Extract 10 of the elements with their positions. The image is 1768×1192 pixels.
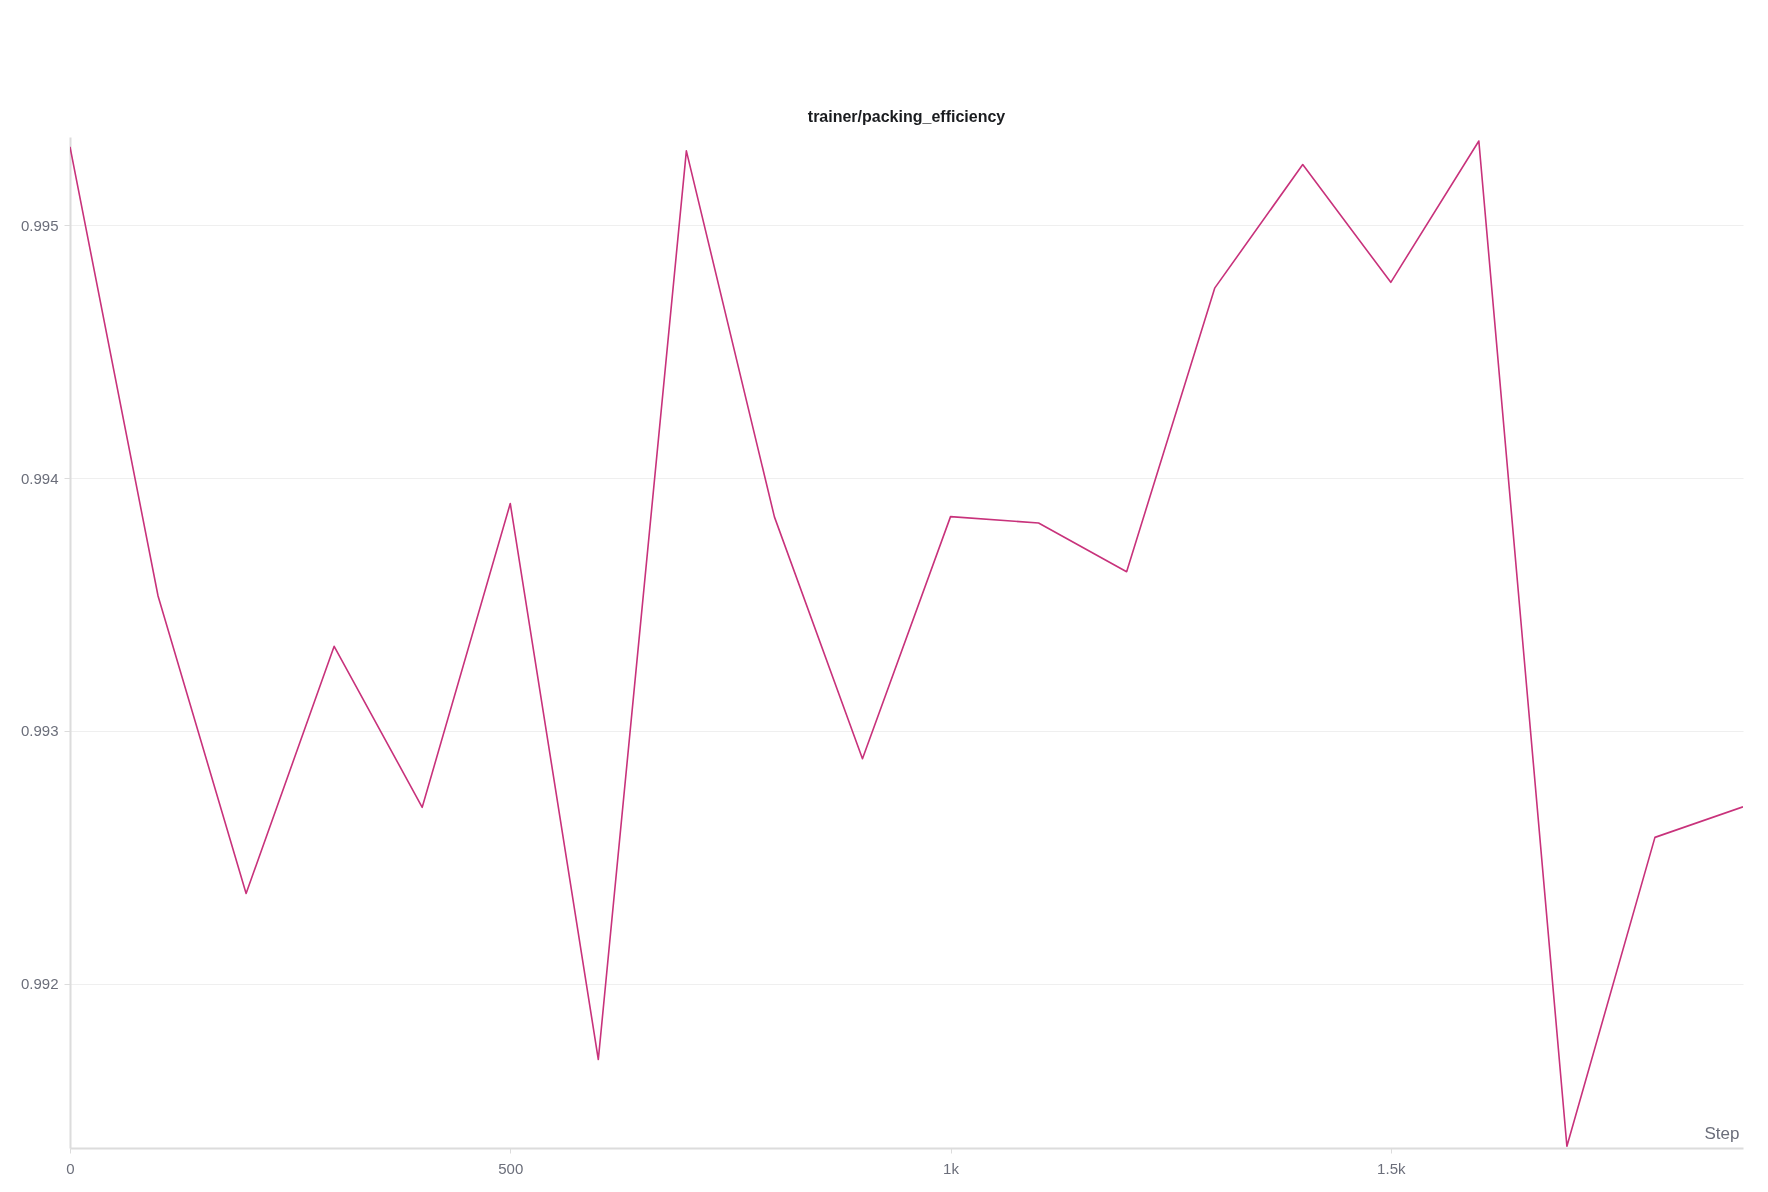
- chart-title: trainer/packing_efficiency: [807, 108, 1006, 125]
- x-axis-title: Step: [1704, 1123, 1740, 1143]
- x-tick-label: 0: [66, 1159, 75, 1177]
- y-tick-label: 0.992: [20, 975, 59, 993]
- x-tick-label: 500: [498, 1159, 524, 1177]
- y-tick-label: 0.994: [20, 469, 59, 487]
- y-tick-label: 0.995: [20, 216, 59, 234]
- x-tick-label: 1k: [943, 1159, 960, 1177]
- y-tick-label: 0.993: [20, 722, 59, 740]
- x-tick-label: 1.5k: [1377, 1159, 1406, 1177]
